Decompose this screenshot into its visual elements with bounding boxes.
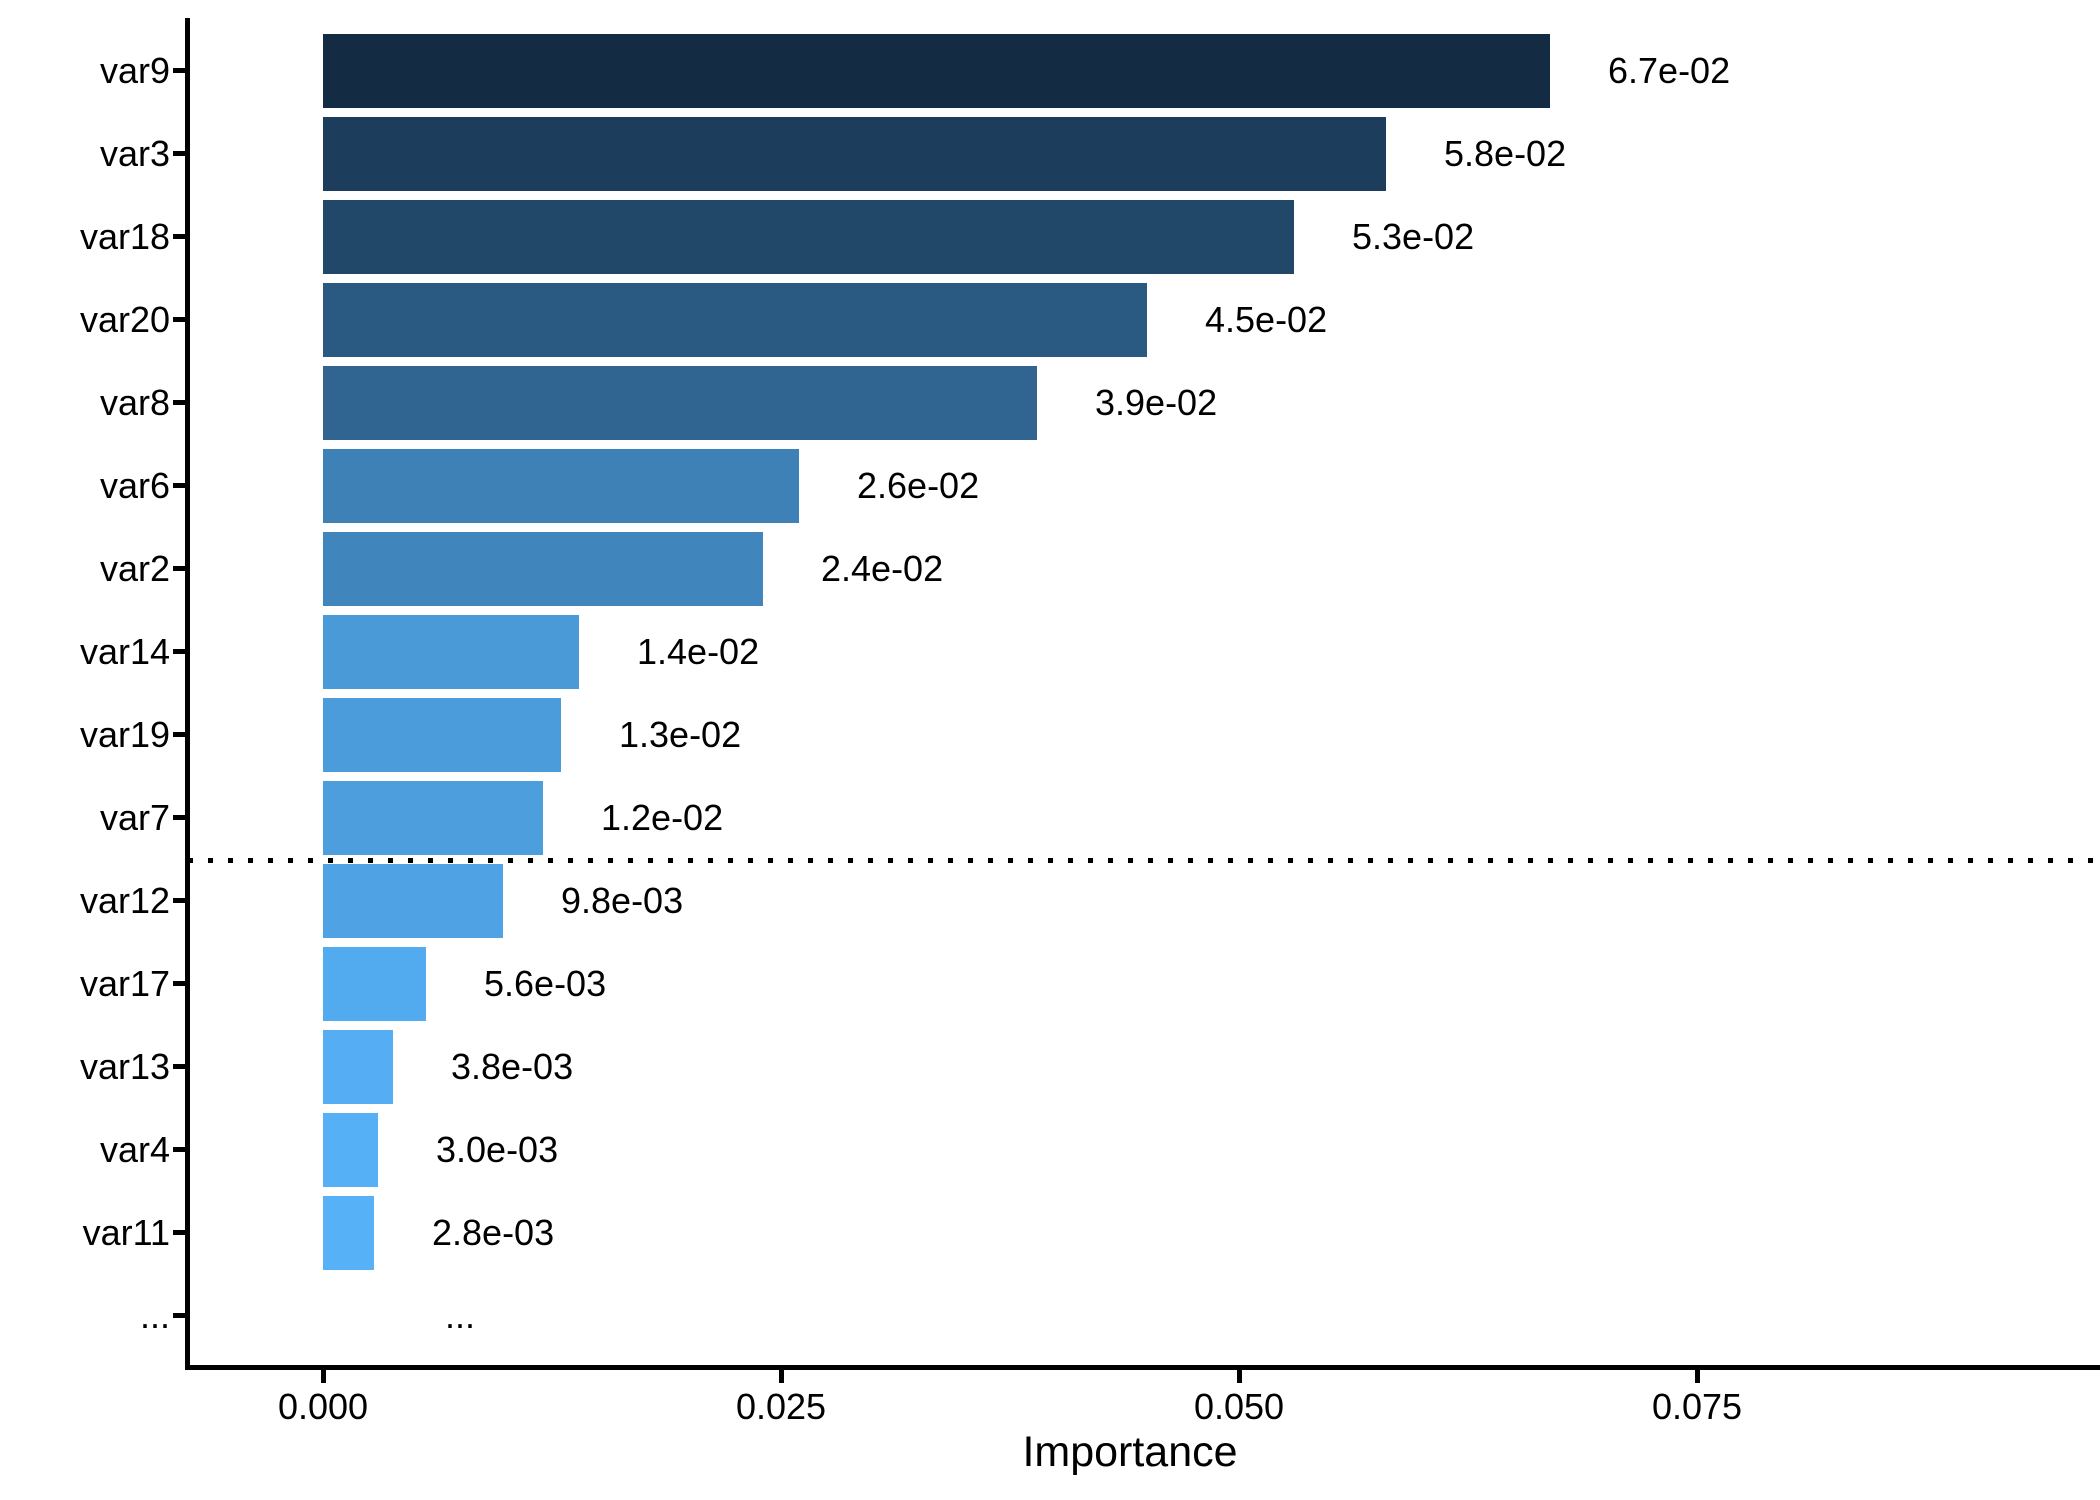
- bar: [323, 283, 1147, 357]
- x-tick-label: 0.050: [1193, 1386, 1285, 1427]
- bar-value-label: 1.2e-02: [601, 797, 724, 838]
- y-tick-mark: [173, 649, 185, 654]
- y-axis-label: var11: [82, 1212, 170, 1253]
- bar-value-label: 9.8e-03: [561, 880, 684, 921]
- x-tick-label: 0.000: [277, 1386, 369, 1427]
- y-axis-label: var9: [99, 50, 170, 91]
- bar: [323, 1030, 393, 1104]
- x-tick-mark: [321, 1370, 326, 1383]
- y-tick-mark: [173, 815, 185, 820]
- y-axis-label: var13: [79, 1046, 170, 1087]
- y-tick-mark: [173, 234, 185, 239]
- y-tick-mark: [173, 1147, 185, 1152]
- y-tick-mark: [173, 1064, 185, 1069]
- bar-value-label: 3.0e-03: [436, 1129, 559, 1170]
- bar: [323, 34, 1550, 108]
- bar: [323, 1113, 378, 1187]
- x-axis-line: [185, 1365, 2100, 1370]
- y-axis-label: var14: [79, 631, 170, 672]
- bar: [323, 117, 1386, 191]
- bar: [323, 781, 543, 855]
- y-axis-label: var3: [99, 133, 170, 174]
- y-axis-label: var7: [99, 797, 170, 838]
- y-axis-label: var17: [79, 963, 170, 1004]
- y-tick-mark: [173, 483, 185, 488]
- bar: [323, 864, 503, 938]
- bar: [323, 1196, 374, 1270]
- threshold-line: [188, 858, 2100, 863]
- y-tick-mark: [173, 400, 185, 405]
- y-axis-label: var4: [99, 1129, 170, 1170]
- y-axis-line: [185, 18, 190, 1370]
- y-axis-label: ...: [139, 1295, 170, 1336]
- bar-value-label: 2.6e-02: [857, 465, 980, 506]
- bar-value-label: 5.3e-02: [1352, 216, 1475, 257]
- y-tick-mark: [173, 317, 185, 322]
- y-tick-mark: [173, 151, 185, 156]
- x-axis-title: Importance: [1022, 1428, 1238, 1476]
- bar-value-label: 3.9e-02: [1095, 382, 1218, 423]
- bar-value-label: 3.8e-03: [451, 1046, 574, 1087]
- y-axis-label: var2: [99, 548, 170, 589]
- bar: [323, 200, 1294, 274]
- y-axis-label: var20: [79, 299, 170, 340]
- y-tick-mark: [173, 1313, 185, 1318]
- bar: [323, 615, 579, 689]
- bar-value-label: 1.3e-02: [619, 714, 742, 755]
- bar: [323, 698, 561, 772]
- bar-value-label: 5.8e-02: [1444, 133, 1567, 174]
- bar-value-label: 5.6e-03: [484, 963, 607, 1004]
- y-tick-mark: [173, 68, 185, 73]
- y-tick-mark: [173, 566, 185, 571]
- x-tick-mark: [1237, 1370, 1242, 1383]
- y-tick-mark: [173, 898, 185, 903]
- x-tick-label: 0.075: [1651, 1386, 1743, 1427]
- y-axis-label: var19: [79, 714, 170, 755]
- bar: [323, 947, 426, 1021]
- bar-value-label: 1.4e-02: [637, 631, 760, 672]
- bar-value-label: ...: [445, 1295, 476, 1336]
- bar: [323, 449, 799, 523]
- bar-value-label: 6.7e-02: [1608, 50, 1731, 91]
- y-tick-mark: [173, 1230, 185, 1235]
- bar-value-label: 2.4e-02: [821, 548, 944, 589]
- y-tick-mark: [173, 732, 185, 737]
- y-axis-label: var12: [79, 880, 170, 921]
- bar: [323, 532, 763, 606]
- bar: [323, 366, 1037, 440]
- x-tick-mark: [779, 1370, 784, 1383]
- y-axis-label: var18: [79, 216, 170, 257]
- x-tick-label: 0.025: [735, 1386, 827, 1427]
- x-tick-mark: [1695, 1370, 1700, 1383]
- y-tick-mark: [173, 981, 185, 986]
- y-axis-label: var6: [99, 465, 170, 506]
- bar-value-label: 2.8e-03: [432, 1212, 555, 1253]
- bar-value-label: 4.5e-02: [1205, 299, 1328, 340]
- y-axis-label: var8: [99, 382, 170, 423]
